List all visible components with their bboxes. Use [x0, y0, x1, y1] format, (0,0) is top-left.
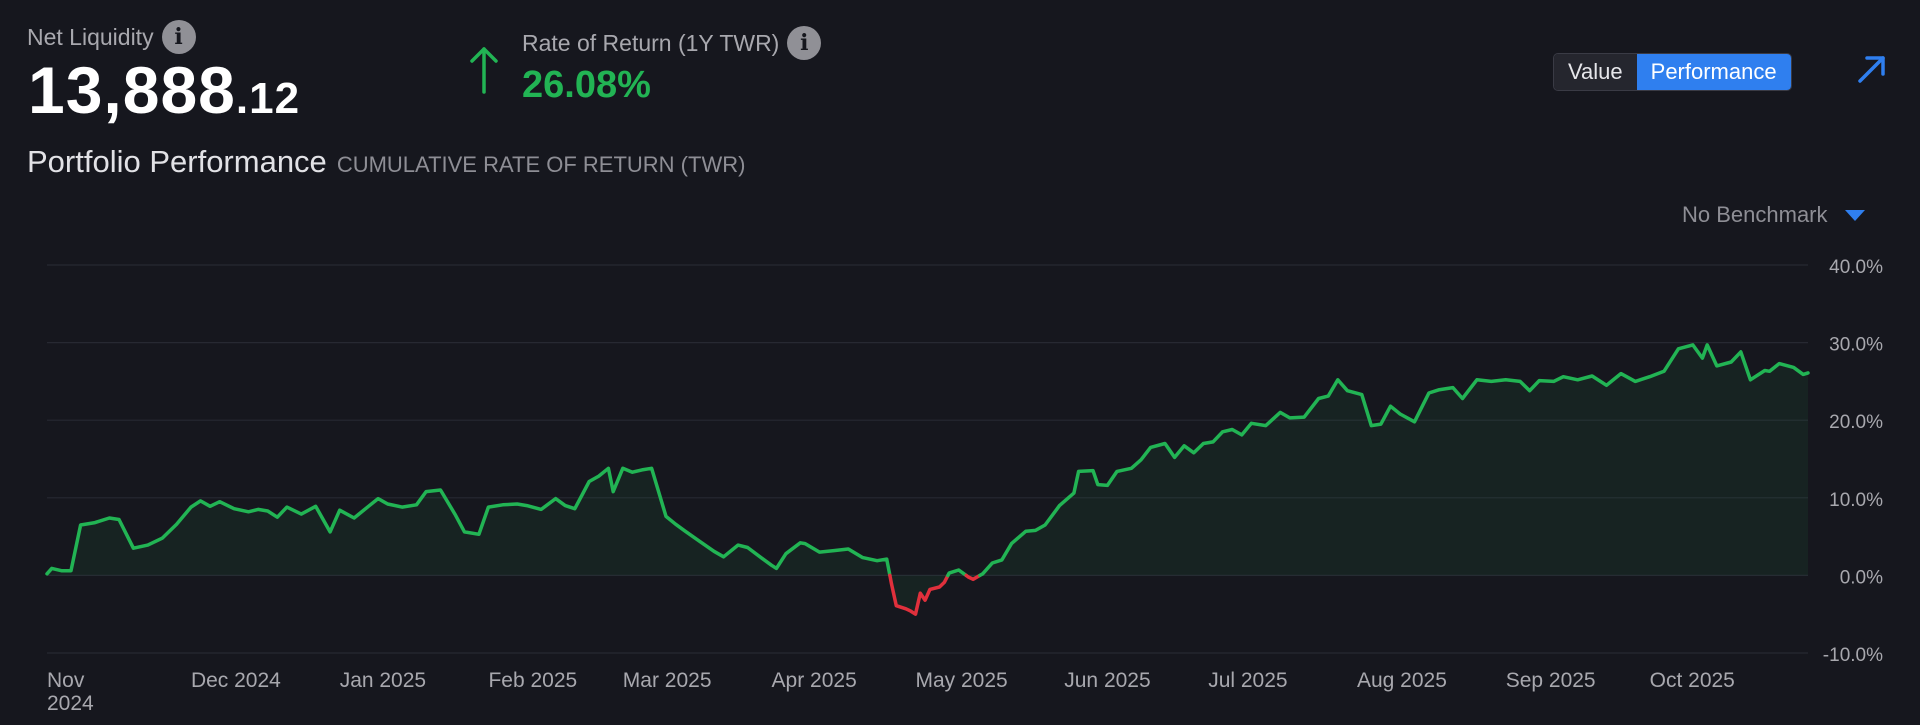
- y-tick-label: 30.0%: [1829, 335, 1883, 356]
- net-liquidity-label: Net Liquidity: [27, 23, 154, 50]
- x-tick-label: Sep 2025: [1506, 669, 1596, 692]
- benchmark-label: No Benchmark: [1682, 202, 1828, 227]
- net-liquidity-header: Net Liquidity i: [27, 20, 196, 54]
- y-tick-label: 40.0%: [1829, 257, 1883, 278]
- rate-of-return-value: 26.08%: [522, 64, 651, 106]
- performance-line-negative: [964, 573, 982, 582]
- x-tick-label: Dec 2024: [191, 669, 281, 692]
- info-icon[interactable]: i: [161, 20, 196, 54]
- performance-line-positive: [946, 568, 968, 578]
- x-tick-label: 2024: [47, 692, 94, 715]
- x-tick-label: Apr 2025: [772, 669, 857, 692]
- benchmark-dropdown[interactable]: No Benchmark: [1682, 202, 1866, 228]
- y-tick-label: -10.0%: [1823, 645, 1883, 666]
- expand-arrow-icon[interactable]: [1855, 52, 1889, 86]
- rate-of-return-label: Rate of Return (1Y TWR): [522, 29, 780, 56]
- y-tick-label: 0.0%: [1840, 567, 1883, 588]
- rate-of-return-header: Rate of Return (1Y TWR) i: [522, 26, 822, 60]
- x-tick-label: Aug 2025: [1357, 669, 1447, 692]
- chart-title: Portfolio Performance CUMULATIVE RATE OF…: [27, 144, 745, 180]
- caret-down-icon: [1844, 210, 1865, 221]
- x-tick-label: Jan 2025: [340, 669, 426, 692]
- net-liquidity-integer: 13,888: [28, 53, 236, 127]
- up-arrow-icon: [470, 47, 498, 94]
- x-tick-label: May 2025: [916, 669, 1008, 692]
- x-tick-label: Feb 2025: [488, 669, 577, 692]
- chart-title-main: Portfolio Performance: [27, 144, 327, 179]
- x-tick-label: Jun 2025: [1064, 669, 1150, 692]
- performance-line-positive: [978, 343, 1810, 578]
- x-tick-label: Mar 2025: [623, 669, 712, 692]
- view-toggle: Value Performance: [1553, 53, 1792, 91]
- net-liquidity-value: 13,888.12: [28, 55, 300, 144]
- y-tick-label: 20.0%: [1829, 412, 1883, 433]
- performance-line-negative: [888, 573, 950, 616]
- net-liquidity-decimal: .12: [235, 74, 301, 123]
- performance-toggle-button[interactable]: Performance: [1636, 54, 1791, 90]
- x-tick-label: Jul 2025: [1208, 669, 1287, 692]
- y-tick-label: 10.0%: [1829, 490, 1883, 511]
- value-toggle-button[interactable]: Value: [1554, 54, 1637, 90]
- performance-area: [47, 344, 1808, 615]
- chart-subtitle: CUMULATIVE RATE OF RETURN (TWR): [336, 152, 746, 177]
- x-tick-label: Oct 2025: [1650, 669, 1735, 692]
- performance-line-positive: [45, 466, 892, 578]
- info-icon[interactable]: i: [787, 26, 822, 60]
- x-tick-label: Nov: [47, 669, 85, 692]
